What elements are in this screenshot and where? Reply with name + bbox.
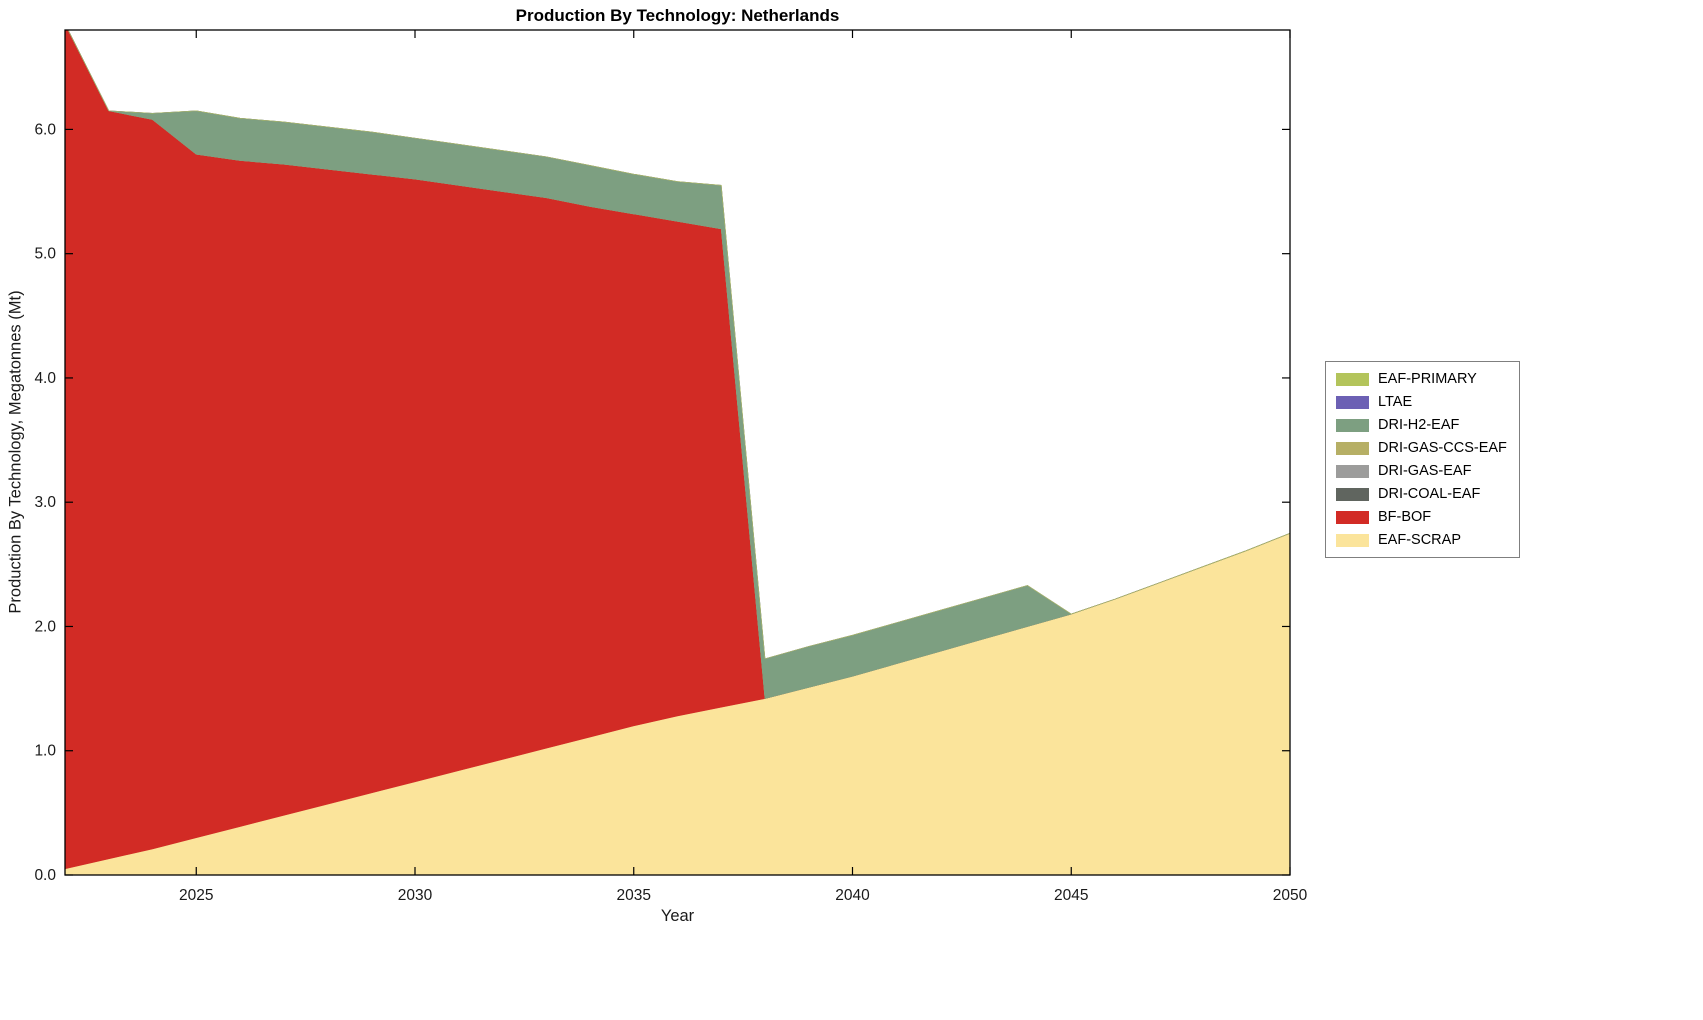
y-tick-label: 2.0	[34, 618, 56, 635]
y-tick-label: 0.0	[34, 867, 56, 884]
area-eaf-primary	[67, 30, 1290, 660]
legend-item: DRI-H2-EAF	[1336, 417, 1507, 433]
x-tick-label: 2030	[398, 887, 433, 904]
legend-item: BF-BOF	[1336, 509, 1507, 525]
y-tick-label: 1.0	[34, 743, 56, 760]
legend-label: BF-BOF	[1378, 509, 1432, 525]
legend-swatch	[1336, 418, 1369, 432]
chart-title: Production By Technology: Netherlands	[515, 6, 840, 25]
legend-label: DRI-GAS-CCS-EAF	[1378, 440, 1507, 456]
legend-item: EAF-PRIMARY	[1336, 371, 1507, 387]
y-tick-label: 3.0	[34, 494, 56, 511]
legend-label: DRI-GAS-EAF	[1378, 463, 1472, 479]
x-tick-label: 2040	[835, 887, 870, 904]
legend-item: DRI-GAS-EAF	[1336, 463, 1507, 479]
x-tick-label: 2025	[179, 887, 213, 904]
x-axis-label: Year	[660, 907, 695, 925]
plot-border	[64, 29, 1291, 876]
legend-item: DRI-GAS-CCS-EAF	[1336, 440, 1507, 456]
legend-item: DRI-COAL-EAF	[1336, 486, 1507, 502]
legend-label: DRI-COAL-EAF	[1378, 486, 1481, 502]
legend-label: EAF-SCRAP	[1378, 532, 1461, 548]
legend-swatch	[1336, 441, 1369, 455]
x-tick-label: 2050	[1273, 887, 1308, 904]
legend-swatch	[1336, 533, 1369, 547]
y-tick-label: 6.0	[34, 121, 56, 138]
legend-swatch	[1336, 464, 1369, 478]
y-axis-label: Production By Technology, Megatonnes (Mt…	[6, 290, 25, 614]
legend-swatch	[1336, 510, 1369, 524]
legend-swatch	[1336, 487, 1369, 501]
x-tick-label: 2045	[1054, 887, 1088, 904]
legend-label: EAF-PRIMARY	[1378, 371, 1477, 387]
y-tick-label: 4.0	[34, 370, 56, 387]
x-tick-label: 2035	[617, 887, 651, 904]
legend-label: DRI-H2-EAF	[1378, 417, 1460, 433]
legend-item: LTAE	[1336, 394, 1507, 410]
legend-item: EAF-SCRAP	[1336, 532, 1507, 548]
y-tick-label: 5.0	[34, 246, 56, 263]
legend-label: LTAE	[1378, 394, 1413, 410]
legend-swatch	[1336, 372, 1369, 386]
legend-swatch	[1336, 395, 1369, 409]
legend: EAF-PRIMARY LTAE DRI-H2-EAF DRI-GAS-CCS-EAF…	[1325, 361, 1520, 558]
